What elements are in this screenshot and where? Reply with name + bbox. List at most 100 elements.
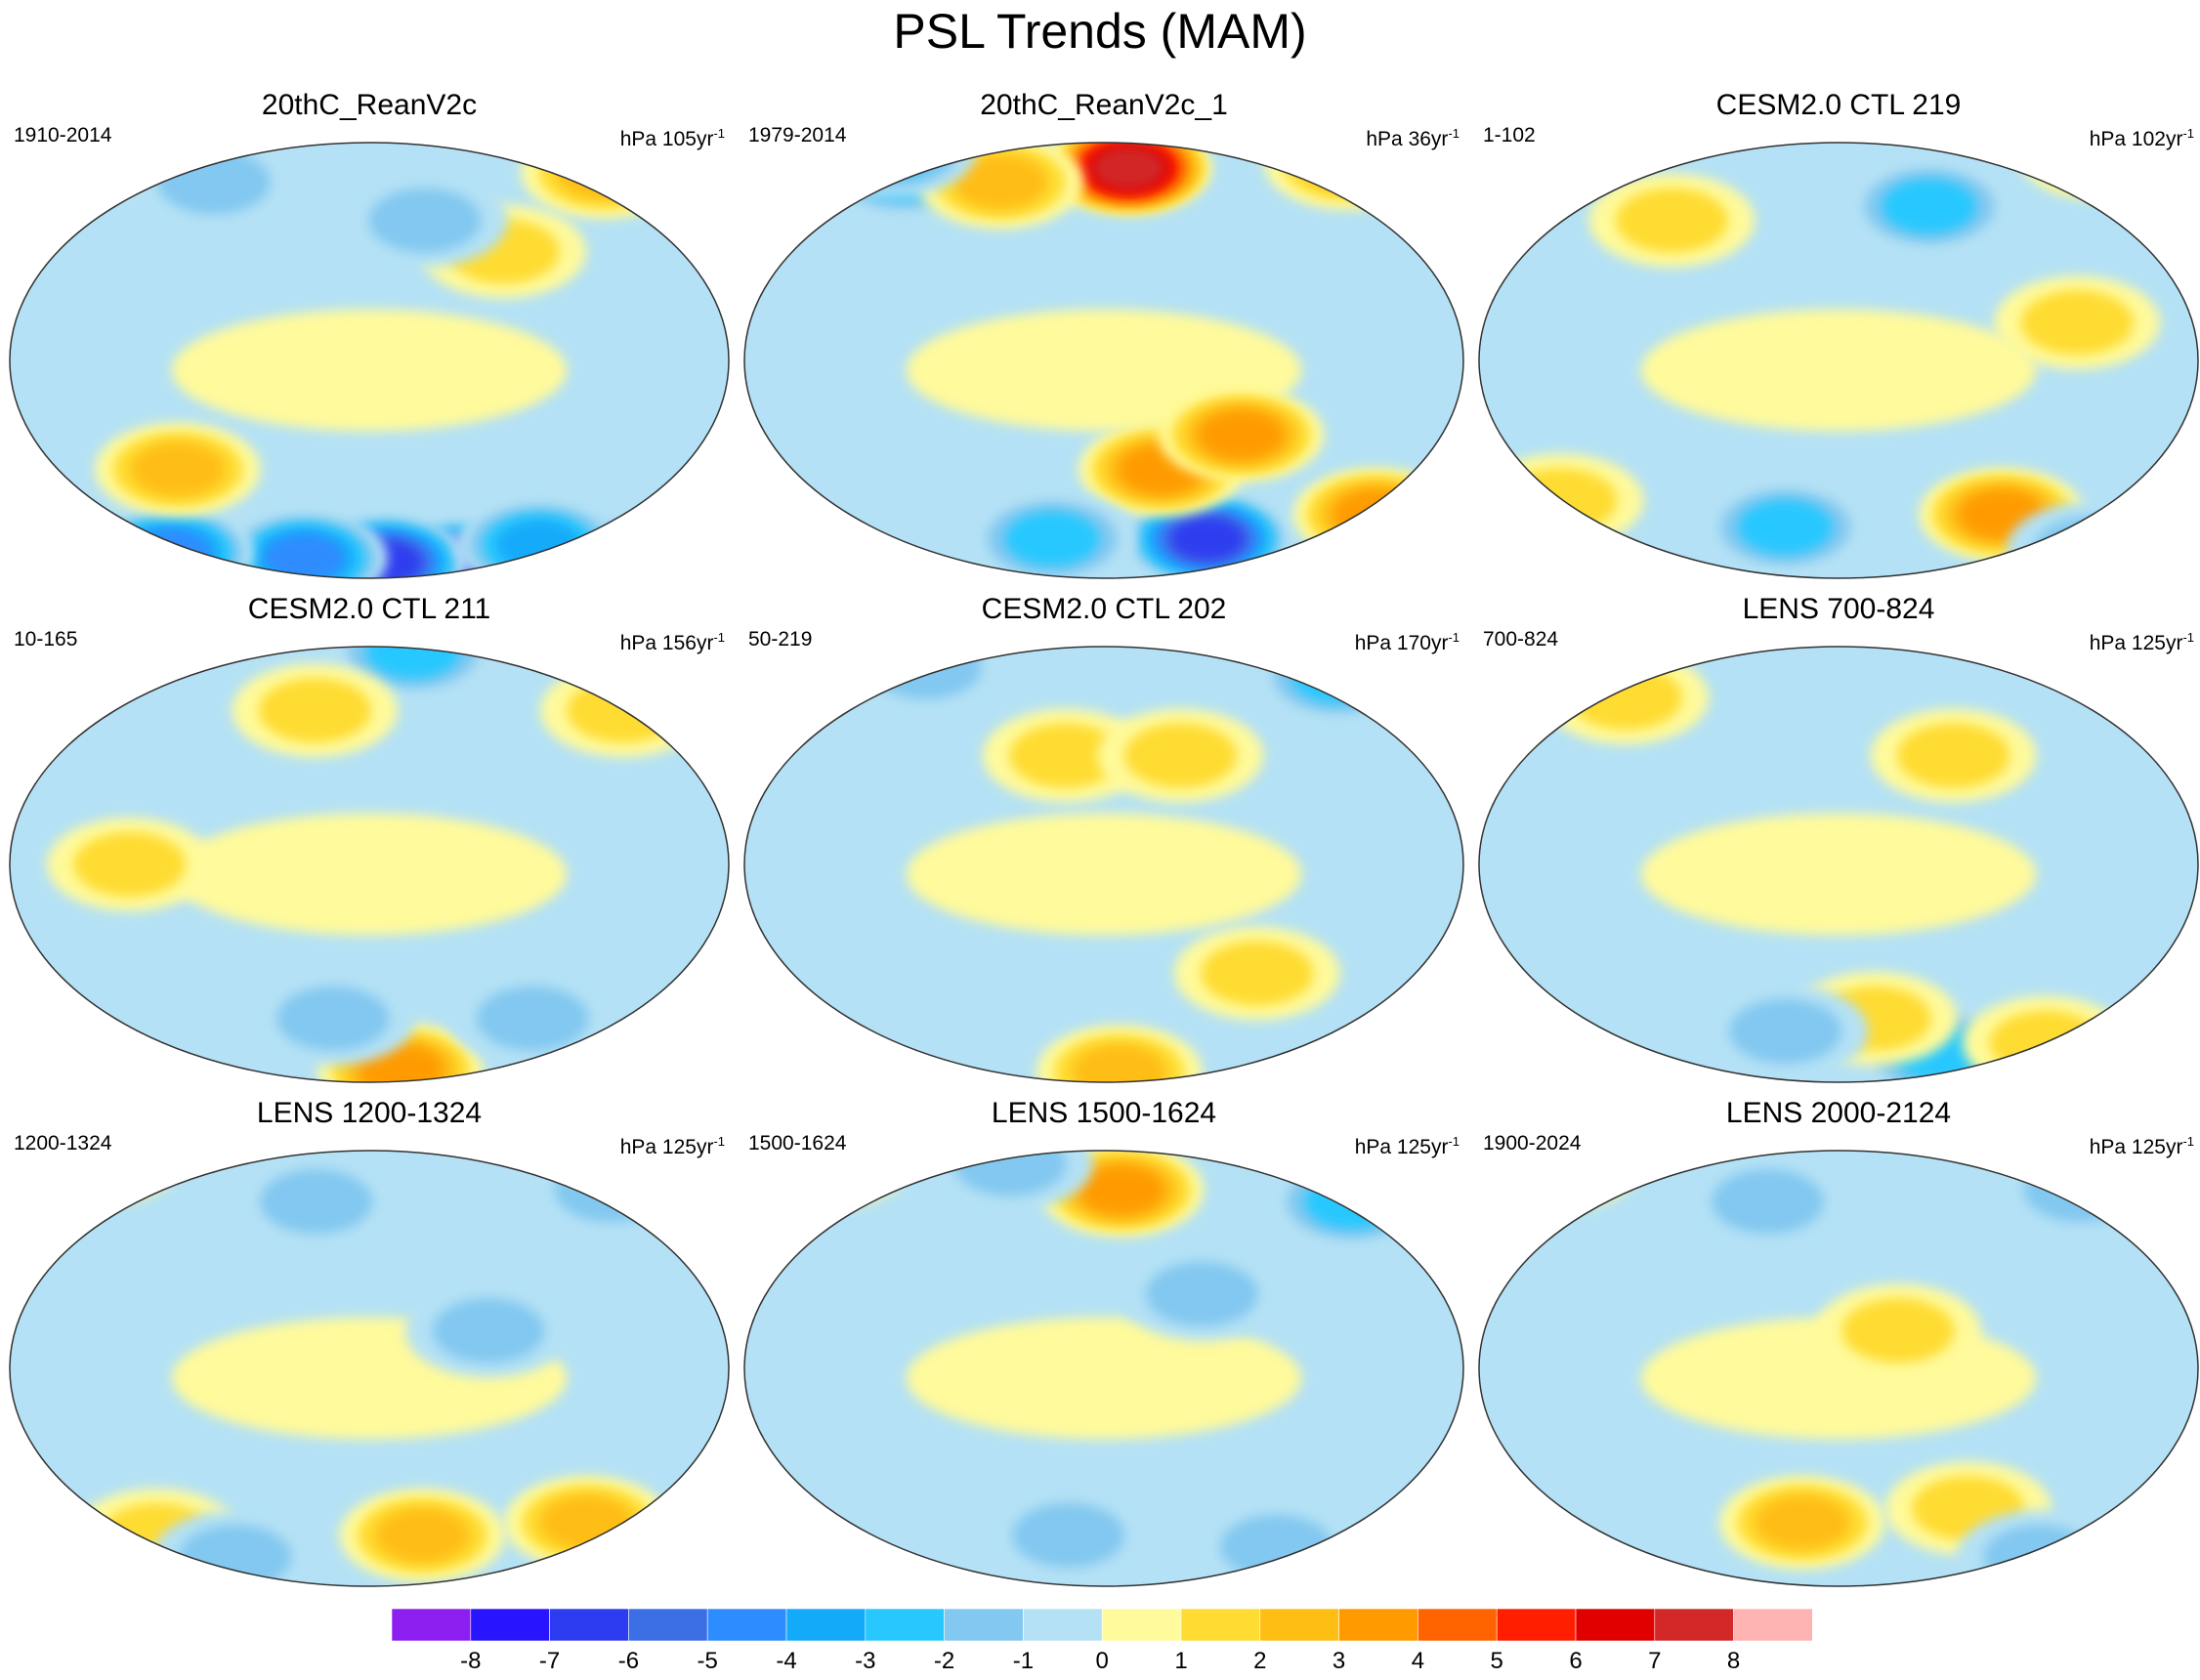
anomaly-contour	[1220, 1514, 1333, 1579]
panel-period: 1900-2024	[1483, 1132, 1582, 1155]
trend-map	[743, 646, 1464, 1083]
anomaly-contour	[1072, 1044, 1167, 1082]
map-outline	[1478, 142, 2199, 579]
anomaly-contour	[1711, 1169, 1824, 1235]
anomaly-contour	[953, 1151, 1067, 1197]
anomaly-contour	[1841, 1298, 1955, 1364]
anomaly-contour	[1729, 998, 1842, 1064]
panel-period: 1200-1324	[14, 1132, 112, 1155]
colorbar-swatch	[628, 1608, 708, 1642]
anomaly-contour	[1897, 723, 2010, 788]
panel-period: 700-824	[1483, 628, 1559, 651]
colorbar-swatch	[1101, 1608, 1182, 1642]
map-panel: LENS 1500-1624 1500-1624 hPa 125yr-1	[742, 1096, 1465, 1587]
colorbar-tick-label: -6	[617, 1648, 640, 1674]
anomaly-contour	[67, 143, 154, 171]
map-panel: 20thC_ReanV2c_1 1979-2014 hPa 36yr-1	[742, 88, 1465, 579]
panel-title: 20thC_ReanV2c_1	[980, 89, 1228, 121]
panel-units: hPa 156yr-1	[619, 630, 725, 654]
trend-map	[1478, 1150, 2199, 1587]
map-outline	[743, 142, 1464, 579]
anomaly-contour	[157, 149, 271, 215]
anomaly-contour	[2020, 290, 2134, 356]
trend-map	[1478, 142, 2199, 579]
colorbar-swatch	[785, 1608, 867, 1642]
anomaly-contour	[2023, 1157, 2137, 1223]
anomaly-contour	[761, 1151, 893, 1198]
anomaly-contour	[1198, 409, 1285, 460]
colorbar-swatch	[391, 1608, 472, 1642]
anomaly-contour	[1092, 147, 1165, 189]
trend-map	[9, 1150, 730, 1587]
anomaly-contour	[1012, 1502, 1125, 1568]
anomaly-contour	[1123, 723, 1237, 788]
colorbar-swatch	[1338, 1608, 1418, 1642]
map-outline	[1478, 646, 2199, 1083]
panel-title: CESM2.0 CTL 202	[981, 593, 1227, 625]
map-panel: LENS 2000-2124 1900-2024 hPa 125yr-1	[1477, 1096, 2200, 1587]
anomaly-band	[906, 813, 1302, 936]
anomaly-contour	[1333, 489, 1419, 540]
panel-units: hPa 125yr-1	[2089, 1134, 2194, 1158]
colorbar-tick-label: 7	[1648, 1648, 1662, 1674]
panel-units: hPa 125yr-1	[619, 1134, 725, 1158]
anomaly-contour	[42, 647, 155, 687]
anomaly-contour	[264, 534, 345, 578]
anomaly-contour	[41, 143, 181, 186]
map-outline	[1478, 1150, 2199, 1587]
map-panel: LENS 1200-1324 1200-1324 hPa 125yr-1	[8, 1096, 731, 1587]
panel-units: hPa 36yr-1	[1366, 126, 1460, 150]
map-outline	[9, 1150, 730, 1587]
colorbar-swatch	[944, 1608, 1024, 1642]
panel-period: 1-102	[1483, 124, 1536, 147]
map-outline	[9, 646, 730, 1083]
anomaly-contour	[54, 143, 167, 179]
anomaly-contour	[432, 1298, 545, 1364]
panel-units: hPa 125yr-1	[2089, 630, 2194, 654]
colorbar-tick-label: -8	[460, 1648, 482, 1674]
colorbar-swatch	[470, 1608, 550, 1642]
panel-period: 1500-1624	[748, 1132, 847, 1155]
anomaly-contour	[952, 154, 1048, 210]
anomaly-contour	[1304, 1174, 1400, 1230]
anomaly-band	[171, 309, 568, 432]
anomaly-contour	[1882, 179, 1977, 234]
anomaly-contour	[368, 188, 482, 253]
colorbar-swatch	[1733, 1608, 1812, 1642]
colorbar-tick-label: 6	[1569, 1648, 1583, 1674]
map-outline	[743, 646, 1464, 1083]
map-outline	[743, 1150, 1464, 1587]
anomaly-contour	[1201, 941, 1314, 1006]
anomaly-contour	[556, 144, 652, 199]
colorbar-swatch	[1023, 1608, 1103, 1642]
trend-map	[743, 142, 1464, 579]
anomaly-contour	[554, 1157, 667, 1223]
anomaly-band	[906, 1317, 1302, 1440]
panel-title: LENS 2000-2124	[1725, 1097, 1952, 1129]
trend-map	[9, 646, 730, 1083]
colorbar-tick-label: -3	[855, 1648, 876, 1674]
colorbar-swatch	[1654, 1608, 1734, 1642]
anomaly-contour	[1290, 648, 1386, 703]
colorbar-tick-label: -7	[538, 1648, 561, 1674]
anomaly-contour	[42, 1151, 155, 1191]
page-title: PSL Trends (MAM)	[893, 4, 1307, 59]
colorbar-swatch	[865, 1608, 945, 1642]
anomaly-contour	[1615, 188, 1728, 253]
colorbar-tick-label: -4	[776, 1648, 797, 1674]
anomaly-band	[1640, 813, 2037, 936]
colorbar-swatch	[1496, 1608, 1577, 1642]
anomaly-contour	[549, 542, 627, 578]
panel-period: 50-219	[748, 628, 813, 651]
anomaly-contour	[780, 1151, 874, 1189]
panel-title: CESM2.0 CTL 219	[1715, 89, 1962, 121]
anomaly-contour	[1004, 511, 1100, 567]
anomaly-contour	[1569, 665, 1682, 731]
anomaly-band	[171, 813, 568, 936]
anomaly-contour	[1501, 1151, 1614, 1197]
anomaly-contour	[2033, 517, 2146, 578]
colorbar-swatch	[1575, 1608, 1656, 1642]
anomaly-contour	[1501, 647, 1614, 693]
colorbar-tick-label: -5	[697, 1648, 718, 1674]
panel-title: LENS 1500-1624	[991, 1097, 1217, 1129]
